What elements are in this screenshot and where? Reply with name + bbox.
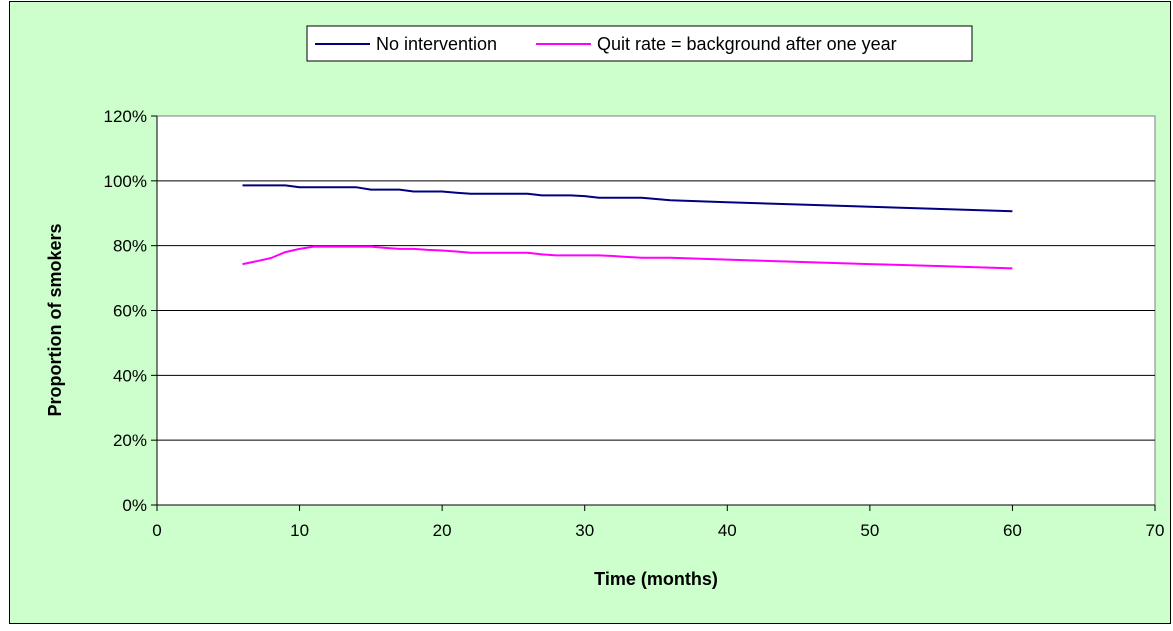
axes: 0% 20% 40% 60% 80% 100% 120% 0 10 20 30 40 50 60 70 xyxy=(104,107,1165,540)
x-axis-title: Time (months) xyxy=(594,569,718,589)
x-tick-label: 40 xyxy=(718,521,737,540)
legend-label-no-intervention: No intervention xyxy=(376,34,497,54)
y-tick-label: 80% xyxy=(113,237,147,256)
x-tick-label: 10 xyxy=(290,521,309,540)
x-tick-label: 50 xyxy=(860,521,879,540)
x-tick-label: 60 xyxy=(1003,521,1022,540)
y-tick-label: 120% xyxy=(104,107,147,126)
x-tick-label: 70 xyxy=(1146,521,1165,540)
y-tick-label: 100% xyxy=(104,172,147,191)
series-line-no-intervention xyxy=(242,184,1013,213)
y-tick-label: 20% xyxy=(113,431,147,450)
legend-label-quit-rate: Quit rate = background after one year xyxy=(597,34,897,54)
x-tick-label: 20 xyxy=(433,521,452,540)
series-lines xyxy=(242,184,1013,270)
y-axis-title: Proportion of smokers xyxy=(45,223,65,416)
x-tick-label: 30 xyxy=(575,521,594,540)
legend-box xyxy=(306,25,973,62)
y-tick-label: 40% xyxy=(113,366,147,385)
y-tick-label: 60% xyxy=(113,302,147,321)
y-tick-label: 0% xyxy=(122,496,147,515)
legend: No intervention Quit rate = background a… xyxy=(306,25,973,62)
x-tick-label: 0 xyxy=(152,521,161,540)
series-line-quit-rate xyxy=(242,245,1013,270)
